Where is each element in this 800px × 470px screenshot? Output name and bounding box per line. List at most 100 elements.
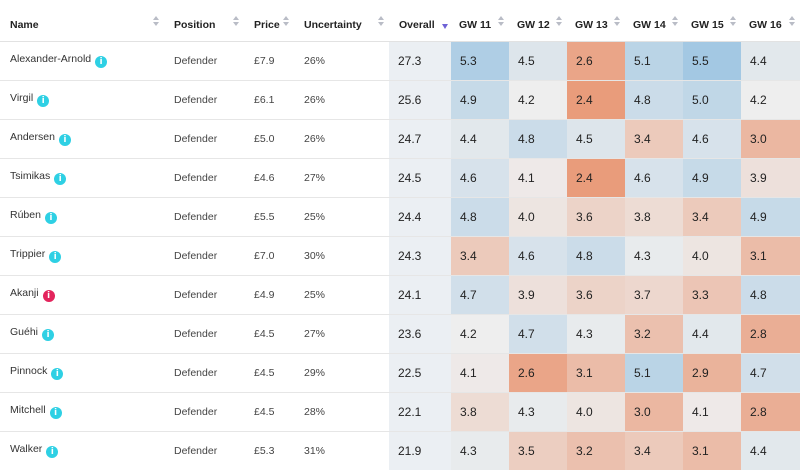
player-name[interactable]: Andersen: [10, 131, 55, 143]
column-header-price[interactable]: Price: [244, 0, 294, 42]
info-icon[interactable]: i: [49, 407, 62, 419]
info-icon[interactable]: i: [95, 56, 108, 68]
player-name-cell[interactable]: Walker i: [0, 431, 164, 470]
table-row[interactable]: Pinnock i Defender £4.5 29% 22.5 4.1 2.6 3.1 5.1 2…: [0, 353, 800, 393]
table-row[interactable]: Rúben i Defender £5.5 25% 24.4 4.8 4.0 3.6 3.8 3.4…: [0, 197, 800, 237]
sort-icon[interactable]: [153, 16, 160, 28]
position-cell: Defender: [164, 158, 244, 198]
gw-score-cell: 4.7: [741, 353, 800, 393]
column-header-gw15[interactable]: GW 15: [683, 0, 741, 42]
gw-score-cell: 3.4: [625, 431, 683, 470]
gw-score-cell: 5.1: [625, 41, 683, 81]
player-name[interactable]: Pinnock: [10, 365, 48, 377]
gw-score-cell: 3.5: [509, 431, 567, 470]
column-header-uncertainty[interactable]: Uncertainty: [294, 0, 389, 42]
sort-icon[interactable]: [378, 16, 385, 28]
uncertainty-cell: 25%: [294, 197, 389, 237]
info-icon[interactable]: i: [44, 212, 57, 224]
player-name[interactable]: Tsimikas: [10, 170, 51, 182]
gw-score-cell: 5.5: [683, 41, 741, 81]
info-icon[interactable]: i: [46, 446, 59, 458]
info-icon[interactable]: i: [49, 251, 62, 263]
table-row[interactable]: Andersen i Defender £5.0 26% 24.7 4.4 4.8 4.5 3.4…: [0, 119, 800, 159]
table-row[interactable]: Tsimikas i Defender £4.6 27% 24.5 4.6 4.1 2.4 4.6…: [0, 158, 800, 198]
column-header-overall[interactable]: Overall: [389, 0, 451, 42]
player-name[interactable]: Mitchell: [10, 404, 46, 416]
player-name-cell[interactable]: Virgil i: [0, 80, 164, 120]
sort-icon[interactable]: [233, 16, 240, 28]
sort-icon[interactable]: [672, 16, 679, 28]
column-label: GW 12: [517, 19, 550, 31]
player-name[interactable]: Guéhi: [10, 326, 39, 338]
column-label: GW 13: [575, 19, 608, 31]
uncertainty-cell: 31%: [294, 431, 389, 470]
player-name-cell[interactable]: Tsimikas i: [0, 158, 164, 198]
player-name-cell[interactable]: Rúben i: [0, 197, 164, 237]
player-name-cell[interactable]: Alexander-Arnold i: [0, 41, 164, 81]
gw-score-cell: 5.0: [683, 80, 741, 120]
player-name-cell[interactable]: Pinnock i: [0, 353, 164, 393]
player-name[interactable]: Rúben: [10, 209, 41, 221]
player-name[interactable]: Walker: [10, 443, 43, 455]
overall-cell: 21.9: [389, 431, 451, 470]
player-name-cell[interactable]: Andersen i: [0, 119, 164, 159]
gw-score-cell: 4.8: [625, 80, 683, 120]
table-row[interactable]: Akanji i Defender £4.9 25% 24.1 4.7 3.9 3.6 3.7 3.…: [0, 275, 800, 315]
column-header-gw16[interactable]: GW 16: [741, 0, 800, 42]
info-icon[interactable]: i: [54, 173, 67, 185]
gw-score-cell: 3.2: [567, 431, 625, 470]
column-header-gw11[interactable]: GW 11: [451, 0, 509, 42]
player-name-cell[interactable]: Akanji i: [0, 275, 164, 315]
player-name-cell[interactable]: Trippier i: [0, 236, 164, 276]
uncertainty-cell: 25%: [294, 275, 389, 315]
player-name-cell[interactable]: Mitchell i: [0, 392, 164, 432]
table-row[interactable]: Guéhi i Defender £4.5 27% 23.6 4.2 4.7 4.3 3.2 4.4…: [0, 314, 800, 354]
gw-score-cell: 4.2: [509, 80, 567, 120]
sort-descending-icon[interactable]: [442, 24, 448, 29]
player-name[interactable]: Alexander-Arnold: [10, 53, 92, 65]
gw-score-cell: 4.1: [683, 392, 741, 432]
player-name[interactable]: Trippier: [10, 248, 46, 260]
info-icon[interactable]: i: [51, 368, 64, 380]
info-icon[interactable]: i: [42, 329, 55, 341]
sort-icon[interactable]: [556, 16, 563, 28]
sort-icon[interactable]: [283, 16, 290, 28]
column-header-position[interactable]: Position: [164, 0, 244, 42]
position-cell: Defender: [164, 431, 244, 470]
column-header-gw13[interactable]: GW 13: [567, 0, 625, 42]
position-cell: Defender: [164, 314, 244, 354]
table-row[interactable]: Walker i Defender £5.3 31% 21.9 4.3 3.5 3.2 3.4 3.…: [0, 431, 800, 470]
price-cell: £6.1: [244, 80, 294, 120]
position-cell: Defender: [164, 119, 244, 159]
player-name-cell[interactable]: Guéhi i: [0, 314, 164, 354]
sort-icon[interactable]: [614, 16, 621, 28]
player-name[interactable]: Virgil: [10, 92, 34, 104]
sort-icon[interactable]: [730, 16, 737, 28]
gw-score-cell: 4.8: [741, 275, 800, 315]
alert-info-icon[interactable]: i: [42, 290, 55, 302]
gw-score-cell: 3.9: [741, 158, 800, 198]
table-row[interactable]: Mitchell i Defender £4.5 28% 22.1 3.8 4.3 4.0 3.0…: [0, 392, 800, 432]
table-row[interactable]: Alexander-Arnold i Defender £7.9 26% 27.3 5.3 4…: [0, 41, 800, 81]
sort-icon[interactable]: [789, 16, 796, 28]
gw-score-cell: 4.0: [509, 197, 567, 237]
column-header-gw12[interactable]: GW 12: [509, 0, 567, 42]
gw-score-cell: 4.0: [567, 392, 625, 432]
gw-score-cell: 3.1: [683, 431, 741, 470]
gw-score-cell: 4.6: [625, 158, 683, 198]
info-icon[interactable]: i: [58, 134, 71, 146]
price-cell: £4.5: [244, 392, 294, 432]
gw-score-cell: 4.3: [625, 236, 683, 276]
info-icon[interactable]: i: [37, 95, 50, 107]
sort-icon[interactable]: [498, 16, 505, 28]
table-row[interactable]: Virgil i Defender £6.1 26% 25.6 4.9 4.2 2.4 4.8 5.…: [0, 80, 800, 120]
column-label: GW 16: [749, 19, 782, 31]
overall-cell: 25.6: [389, 80, 451, 120]
column-header-name[interactable]: Name: [0, 0, 164, 42]
gw-score-cell: 4.3: [451, 431, 509, 470]
gw-score-cell: 4.1: [509, 158, 567, 198]
player-name[interactable]: Akanji: [10, 287, 39, 299]
table-row[interactable]: Trippier i Defender £7.0 30% 24.3 3.4 4.6 4.8 4.3…: [0, 236, 800, 276]
column-header-gw14[interactable]: GW 14: [625, 0, 683, 42]
